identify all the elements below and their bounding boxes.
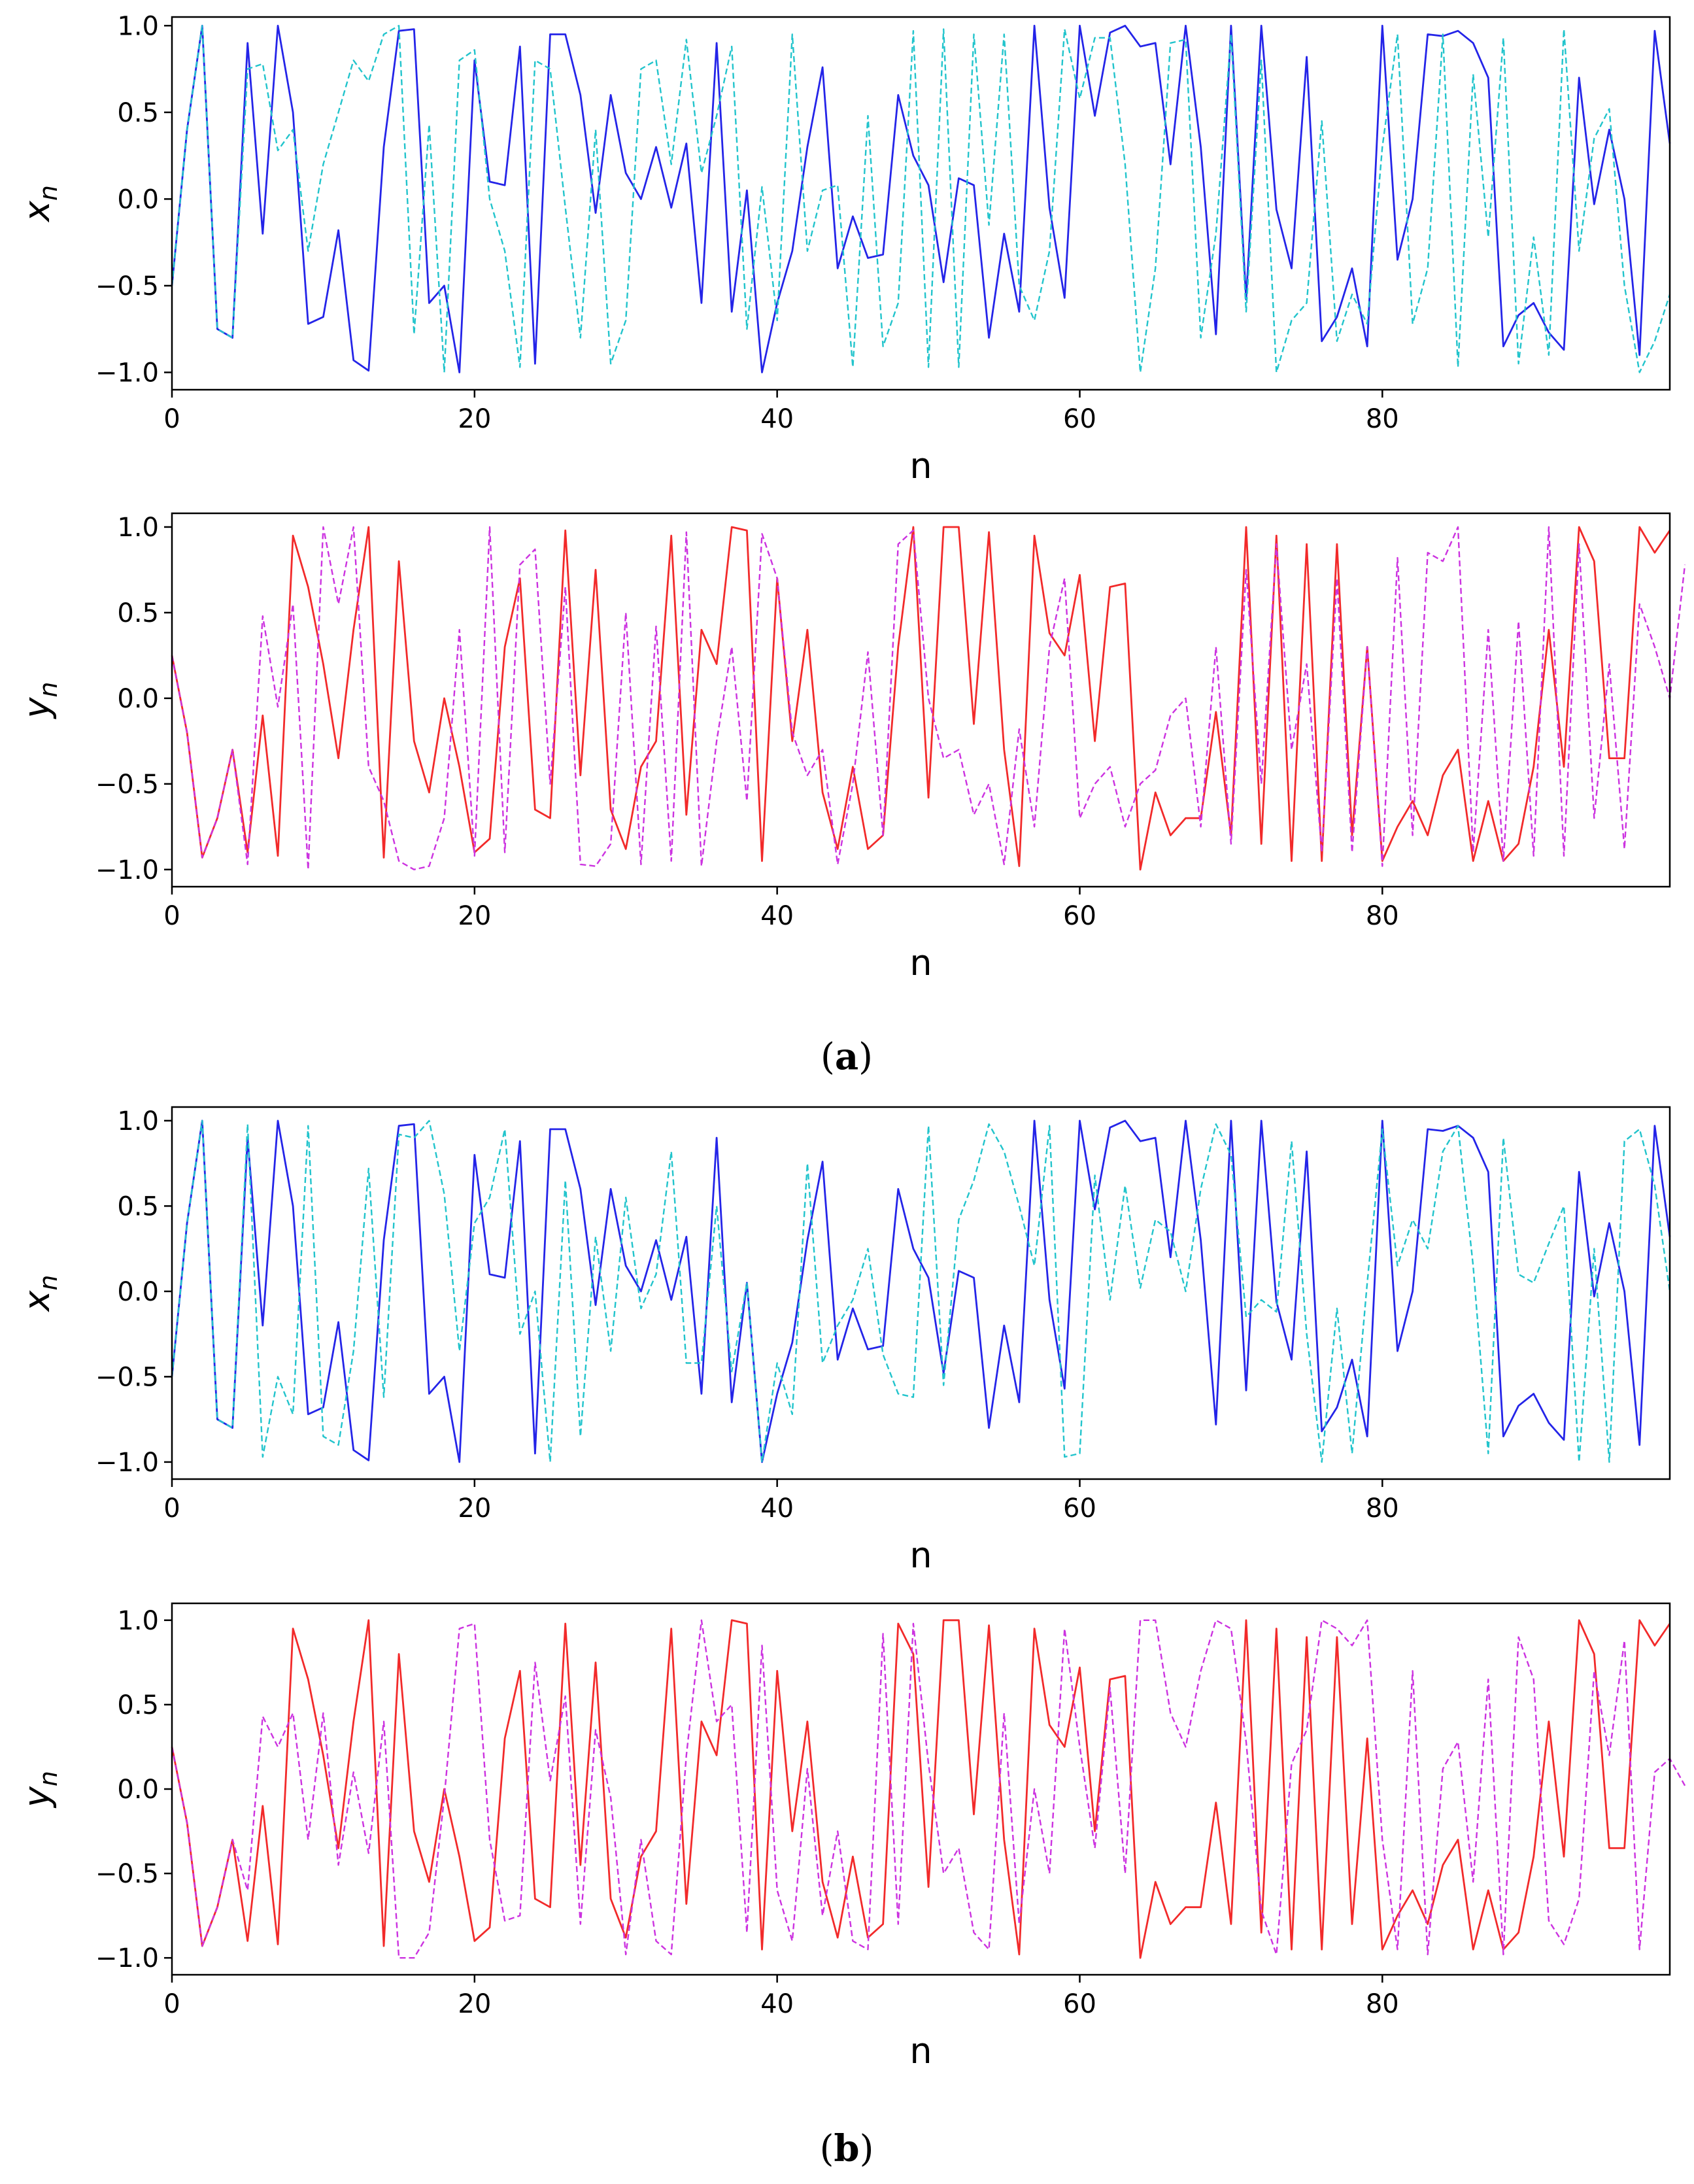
axes-frame: [171, 1106, 1671, 1480]
x-axis-label: n: [909, 2030, 932, 2072]
panel-label-b-open: (: [820, 2128, 834, 2170]
y-tick-label: 0.5: [117, 1690, 159, 1720]
x-tick-label: 20: [458, 1493, 491, 1524]
y-axis-label-sub: n: [34, 1274, 63, 1290]
x-tick-label: 40: [760, 404, 794, 434]
x-tick-label: 80: [1366, 404, 1399, 434]
y-tick-label: 1.0: [117, 513, 159, 543]
y-tick-label: −0.5: [95, 1362, 159, 1392]
x-tick-label: 20: [458, 404, 491, 434]
y-tick-label: 0.5: [117, 598, 159, 628]
series-line-red: [171, 1619, 1671, 1959]
x-axis-label: n: [909, 445, 932, 486]
x-tick-label: 60: [1063, 404, 1096, 434]
y-tick-label: 0.5: [117, 98, 159, 128]
x-axis-label: n: [909, 1535, 932, 1576]
x-tick-label: 40: [760, 1493, 794, 1524]
y-tick-label: 0.0: [117, 184, 159, 214]
series-line-blue: [171, 1119, 1671, 1463]
panel-label-a-open: (: [821, 1036, 835, 1078]
y-tick-label: −1.0: [95, 358, 159, 388]
y-tick-label: 1.0: [117, 11, 159, 41]
y-tick-label: 1.0: [117, 1106, 159, 1136]
y-axis-label: xn: [16, 1274, 63, 1312]
x-tick-label: 60: [1063, 901, 1096, 931]
y-axis-label-main: x: [16, 1290, 58, 1313]
x-tick-label: 60: [1063, 1989, 1096, 2019]
x-tick-label: 60: [1063, 1493, 1096, 1524]
y-tick-label: 0.0: [117, 1775, 159, 1805]
y-tick-label: 0.0: [117, 1277, 159, 1307]
y-tick-label: −1.0: [95, 1448, 159, 1478]
panel-label-a: (a): [821, 1035, 873, 1078]
x-tick-label: 0: [163, 901, 180, 931]
x-tick-label: 40: [760, 901, 794, 931]
y-axis-label-sub: n: [34, 185, 63, 201]
x-tick-label: 20: [458, 1989, 491, 2019]
y-axis-label-sub: n: [34, 681, 63, 697]
panel-label-b-close: ): [860, 2128, 874, 2170]
y-tick-label: −0.5: [95, 1859, 159, 1889]
series-line-blue: [171, 24, 1671, 373]
y-axis-label: xn: [16, 185, 63, 223]
y-axis-label-main: y: [16, 697, 58, 720]
series-line-magenta: [171, 526, 1686, 871]
x-axis-label: n: [909, 942, 932, 983]
x-tick-label: 0: [163, 404, 180, 434]
x-tick-label: 40: [760, 1989, 794, 2019]
panel-label-b-letter: b: [834, 2127, 859, 2170]
panel-label-a-close: ): [858, 1036, 873, 1078]
panel-label-b: (b): [820, 2127, 874, 2170]
y-tick-label: 0.0: [117, 684, 159, 714]
y-axis-label: yn: [16, 1771, 63, 1809]
axes-frame: [171, 512, 1671, 888]
y-axis-label-main: y: [16, 1786, 58, 1809]
y-axis-label: yn: [16, 681, 63, 719]
series-line-cyan: [171, 25, 1671, 373]
y-tick-label: −0.5: [95, 271, 159, 301]
y-tick-label: −1.0: [95, 855, 159, 885]
series-line-magenta: [171, 1619, 1686, 1959]
series-line-cyan: [171, 1119, 1671, 1463]
y-tick-label: −0.5: [95, 770, 159, 800]
x-tick-label: 80: [1366, 1989, 1399, 2019]
axes-frame: [171, 16, 1671, 391]
x-tick-label: 0: [163, 1493, 180, 1524]
x-tick-label: 0: [163, 1989, 180, 2019]
x-tick-label: 20: [458, 901, 491, 931]
x-tick-label: 80: [1366, 901, 1399, 931]
series-line-red: [171, 526, 1671, 871]
y-axis-label-sub: n: [34, 1771, 63, 1786]
y-axis-label-main: x: [16, 200, 58, 223]
y-tick-label: 0.5: [117, 1191, 159, 1221]
y-tick-label: −1.0: [95, 1943, 159, 1973]
x-tick-label: 80: [1366, 1493, 1399, 1524]
y-tick-label: 1.0: [117, 1606, 159, 1636]
panel-label-a-letter: a: [835, 1035, 858, 1078]
